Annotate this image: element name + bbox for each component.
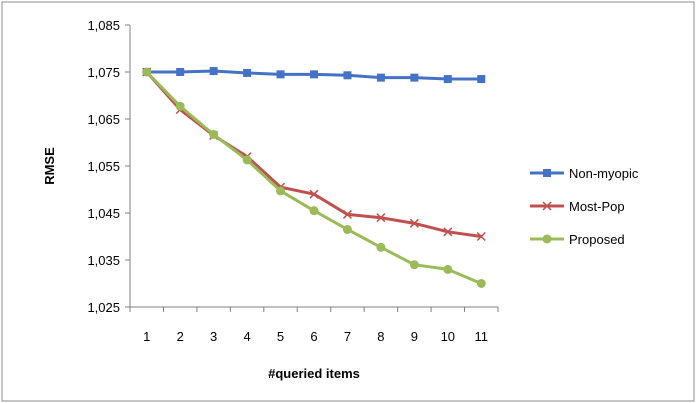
- data-point-most-pop: [376, 213, 386, 223]
- legend-marker-most-pop: [542, 201, 552, 211]
- data-point-non-myopic: [376, 73, 385, 82]
- data-point-non-myopic: [176, 68, 185, 76]
- x-tick-label: 9: [411, 329, 418, 344]
- y-tick-label: 1,075: [87, 65, 120, 80]
- legend-item-non-myopic: Non-myopic: [530, 166, 639, 181]
- x-tick-label: 1: [143, 329, 150, 344]
- data-point-non-myopic: [410, 73, 419, 82]
- data-point-non-myopic: [443, 75, 452, 84]
- data-point-most-pop: [443, 227, 453, 237]
- legend-item-most-pop: Most-Pop: [530, 199, 625, 214]
- y-axis-title: RMSE: [42, 147, 57, 185]
- legend-label-proposed: Proposed: [569, 232, 625, 247]
- legend-marker-proposed: [542, 234, 552, 244]
- x-tick-label: 4: [243, 329, 250, 344]
- x-tick-label: 3: [210, 329, 217, 344]
- data-point-proposed: [342, 224, 352, 234]
- y-tick-label: 1,025: [87, 300, 120, 315]
- data-point-non-myopic: [276, 70, 285, 79]
- data-point-proposed: [209, 130, 219, 140]
- x-axis-title: #queried items: [268, 366, 360, 381]
- data-point-most-pop: [309, 189, 319, 199]
- data-point-proposed: [409, 260, 419, 270]
- x-tick-label: 11: [475, 329, 489, 344]
- x-tick-label: 2: [177, 329, 184, 344]
- data-point-most-pop: [409, 218, 419, 228]
- legend: Non-myopic Most-Pop Proposed: [530, 166, 639, 247]
- series-layer: [142, 67, 486, 288]
- x-tick-label: 7: [344, 329, 351, 344]
- data-point-most-pop: [476, 231, 486, 242]
- x-tick-label: 8: [377, 329, 384, 344]
- y-tick-label: 1,085: [87, 18, 120, 33]
- x-tick-label: 10: [441, 329, 455, 344]
- data-point-proposed: [476, 279, 486, 288]
- legend-label-most-pop: Most-Pop: [569, 199, 625, 214]
- series-proposed: [142, 67, 486, 288]
- data-point-proposed: [242, 155, 252, 165]
- data-point-proposed: [443, 264, 453, 274]
- y-tick-label: 1,035: [87, 253, 120, 268]
- legend-marker-non-myopic: [543, 169, 551, 177]
- axes: 1,025 1,035 1,045 1,055 1,065 1,075 1,085 1 2 3 4 5…: [87, 18, 499, 344]
- y-tick-label: 1,045: [87, 206, 120, 221]
- data-point-most-pop: [342, 209, 352, 219]
- data-point-proposed: [175, 101, 185, 111]
- y-tick-label: 1,055: [87, 159, 120, 174]
- data-point-proposed: [276, 186, 286, 196]
- data-point-proposed: [309, 206, 319, 216]
- data-point-non-myopic: [343, 71, 352, 80]
- x-tick-label: 5: [277, 329, 284, 344]
- data-point-non-myopic: [209, 67, 218, 76]
- data-point-proposed: [142, 67, 152, 77]
- data-point-proposed: [376, 242, 386, 252]
- data-point-non-myopic: [477, 75, 486, 84]
- legend-item-proposed: Proposed: [530, 232, 625, 247]
- data-point-non-myopic: [243, 68, 252, 77]
- legend-label-non-myopic: Non-myopic: [569, 166, 639, 181]
- x-tick-label: 6: [310, 329, 317, 344]
- data-point-non-myopic: [310, 70, 318, 79]
- y-tick-label: 1,065: [87, 112, 120, 127]
